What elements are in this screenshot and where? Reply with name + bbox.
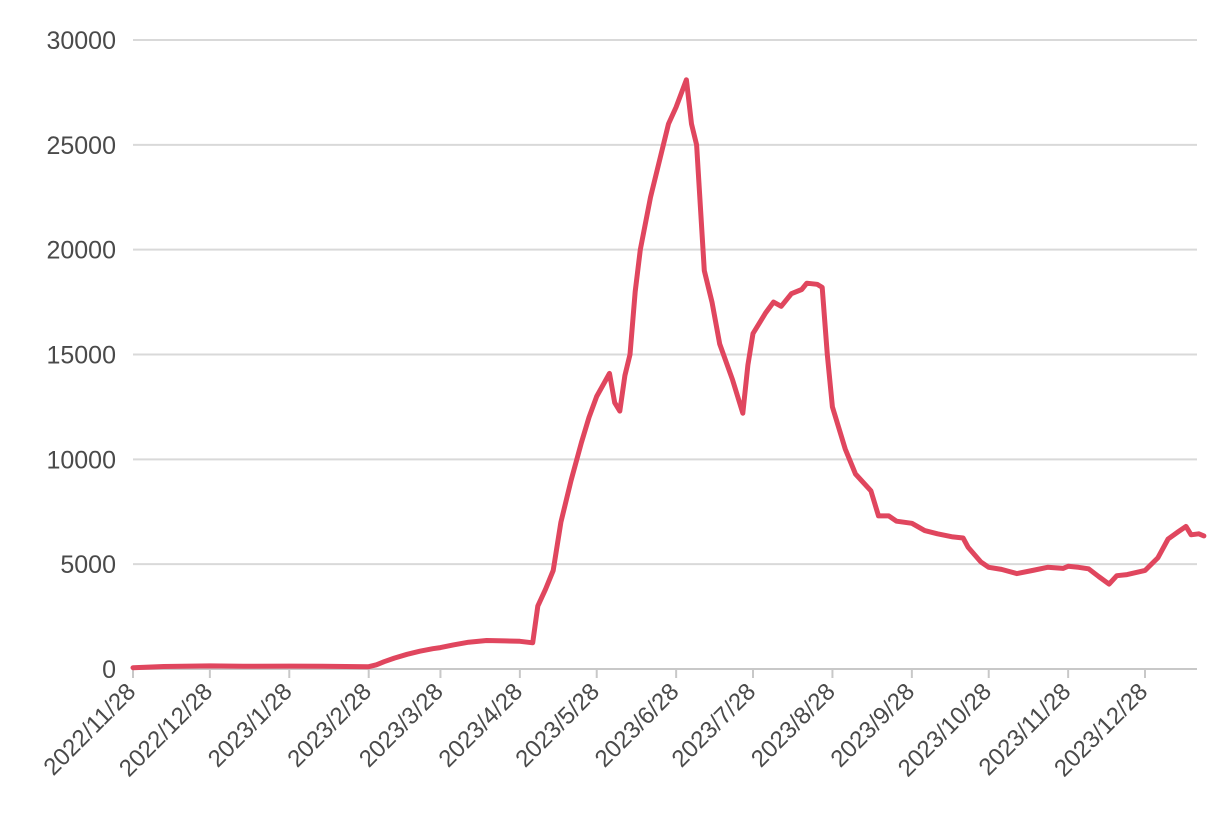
x-axis: 2022/11/282022/12/282023/1/282023/2/2820… bbox=[38, 668, 1197, 782]
grid-layer bbox=[133, 39, 1197, 566]
y-tick-label-10000: 10000 bbox=[46, 446, 116, 474]
y-tick-label-5000: 5000 bbox=[60, 551, 116, 579]
x-tick-label-2023/1/28: 2023/1/28 bbox=[203, 678, 298, 773]
y-tick-label-30000: 30000 bbox=[46, 27, 116, 55]
x-tick-label-2023/8/28: 2023/8/28 bbox=[746, 678, 841, 773]
y-tick-label-0: 0 bbox=[102, 656, 116, 684]
y-tick-label-15000: 15000 bbox=[46, 342, 116, 370]
series-line-0 bbox=[130, 77, 1207, 671]
y-axis-labels: 0 5000 10000 15000 20000 25000 30000 bbox=[46, 27, 116, 684]
x-tick-label-2023/5/28: 2023/5/28 bbox=[510, 678, 605, 773]
y-tick-label-25000: 25000 bbox=[46, 132, 116, 160]
y-tick-label-20000: 20000 bbox=[46, 237, 116, 265]
x-tick-label-2023/7/28: 2023/7/28 bbox=[667, 678, 762, 773]
series-layer bbox=[130, 77, 1207, 671]
